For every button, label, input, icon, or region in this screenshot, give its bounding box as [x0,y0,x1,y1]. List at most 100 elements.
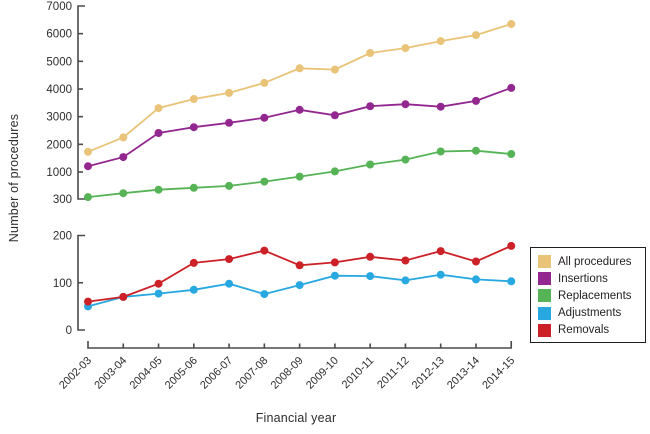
y-tick-label: 7000 [46,1,72,13]
y-tick-label: 100 [53,278,72,290]
y-tick-label: 2000 [46,139,72,151]
legend-swatch-removals [538,323,551,337]
point-removals-1 [119,292,128,301]
legend-item-removals: Removals [538,322,645,339]
y-tick-label: 3000 [46,112,72,124]
point-replacements-7 [330,167,339,176]
point-replacements-8 [366,160,375,169]
point-insertions-4 [225,118,234,127]
point-replacements-1 [119,189,128,198]
x-tick-label: 2012-13 [410,355,447,392]
y-tick-label: 200 [53,231,72,243]
point-insertions-11 [471,96,480,105]
point-replacements-6 [295,172,304,181]
point-replacements-3 [189,183,198,192]
point-removals-10 [436,247,445,256]
point-adjustments-4 [225,279,234,288]
point-all-procedures-3 [189,95,198,103]
series-line-insertions [87,87,512,168]
series-line-all-procedures [87,23,512,153]
point-all-procedures-12 [507,20,516,28]
point-insertions-8 [366,102,375,111]
y-tick-label: 1000 [46,167,72,179]
point-replacements-5 [260,177,269,186]
legend-label: Replacements [558,289,632,302]
point-all-procedures-2 [154,104,163,113]
y-tick-label: 6000 [46,29,72,41]
point-insertions-9 [401,100,410,109]
point-removals-6 [295,261,304,270]
x-tick-label: 2011-12 [375,355,411,391]
series-line-adjustments [87,273,512,308]
point-all-procedures-9 [401,44,410,53]
point-replacements-9 [401,155,410,164]
point-removals-9 [401,256,410,265]
point-insertions-6 [295,105,304,114]
x-tick-label: 2009-10 [304,355,341,392]
point-insertions-3 [189,123,198,132]
point-adjustments-9 [401,276,410,285]
point-removals-0 [84,297,92,306]
x-axis-title: Financial year [255,411,337,425]
legend-swatch-adjustments [538,306,551,320]
x-tick-label: 2002-03 [57,355,94,392]
point-all-procedures-5 [260,78,269,87]
x-tick-label: 2005-06 [163,355,200,392]
legend-label: Insertions [558,272,608,285]
legend-label: Removals [558,324,610,337]
y-tick-label: 300 [53,194,72,206]
y-tick-label: 0 [66,325,72,337]
point-removals-8 [366,252,375,261]
legend-item-all-procedures: All procedures [538,253,645,270]
y-axis-top [77,5,85,200]
x-tick-label: 2007-08 [233,355,270,392]
point-removals-4 [225,255,234,264]
x-tick-label: 2010-11 [340,355,376,391]
point-replacements-2 [154,185,163,194]
y-tick-label: 5000 [46,56,72,68]
y-tick-label: 4000 [46,84,72,96]
point-replacements-0 [84,193,92,202]
point-replacements-12 [507,150,516,158]
point-removals-7 [330,258,339,267]
point-adjustments-7 [330,271,339,280]
point-removals-5 [260,246,269,255]
point-all-procedures-10 [436,37,445,46]
x-tick-label: 2003-04 [92,355,129,392]
point-removals-11 [471,257,480,266]
point-insertions-7 [330,111,339,120]
x-tick-label: 2004-05 [128,355,165,392]
point-removals-3 [189,258,198,267]
point-insertions-5 [260,113,269,122]
legend-item-replacements: Replacements [538,287,645,304]
point-adjustments-8 [366,272,375,281]
point-all-procedures-7 [330,65,339,74]
point-all-procedures-1 [119,133,128,142]
point-insertions-10 [436,102,445,111]
series-line-removals [87,245,512,303]
x-tick-label: 2014-15 [480,355,517,392]
point-adjustments-11 [471,275,480,284]
point-all-procedures-6 [295,64,304,73]
point-adjustments-10 [436,270,445,279]
legend-swatch-insertions [538,272,551,286]
x-tick-label: 2006-07 [198,355,235,392]
point-all-procedures-11 [471,31,480,40]
point-replacements-4 [225,181,234,190]
point-all-procedures-0 [84,147,92,156]
point-replacements-10 [436,147,445,156]
legend-item-insertions: Insertions [538,270,645,287]
x-tick-label: 2013-14 [445,355,482,392]
y-axis-title: Number of procedures [7,113,21,243]
point-adjustments-6 [295,281,304,290]
point-adjustments-5 [260,290,269,299]
point-removals-12 [507,241,516,250]
legend-swatch-all-procedures [538,255,551,269]
legend-label: Adjustments [558,307,622,320]
point-adjustments-3 [189,285,198,294]
point-insertions-2 [154,129,163,137]
point-insertions-1 [119,153,128,162]
x-tick-label: 2008-09 [269,355,306,392]
